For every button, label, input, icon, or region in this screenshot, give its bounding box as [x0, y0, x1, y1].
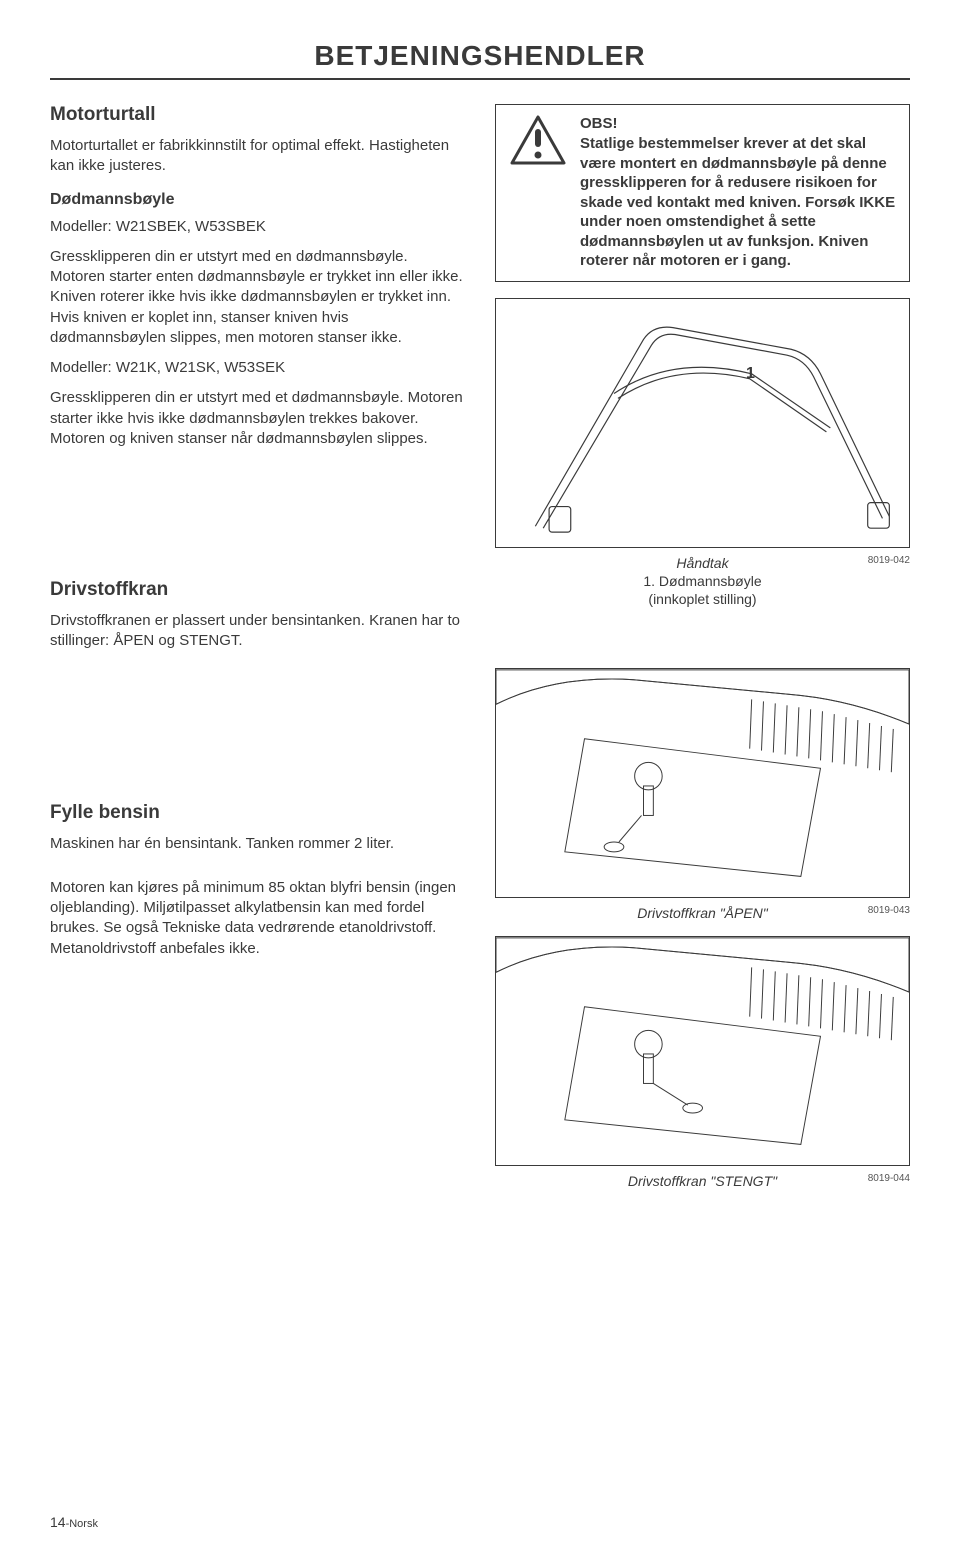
warning-body: Statlige bestemmelser krever at det skal… [580, 134, 897, 271]
figure-code-3: 8019-044 [868, 1172, 910, 1185]
heading-fylle-bensin: Fylle bensin [50, 802, 465, 824]
caption-item-1: 1. Dødmannsbøyle [495, 572, 910, 590]
page-title: BETJENINGSHENDLER [50, 40, 910, 72]
page-number: 14 [50, 1514, 66, 1530]
para-motorturtall: Motorturtallet er fabrikkinnstilt for op… [50, 136, 465, 177]
para-fylle-1: Maskinen har én bensintank. Tanken romme… [50, 834, 465, 854]
para-fylle-2: Motoren kan kjøres på minimum 85 oktan b… [50, 878, 465, 959]
left-column: Motorturtall Motorturtallet er fabrikkin… [50, 104, 465, 1190]
heading-motorturtall: Motorturtall [50, 104, 465, 126]
figure-code-2: 8019-043 [868, 904, 910, 917]
warning-box: OBS! Statlige bestemmelser krever at det… [495, 104, 910, 282]
heading-dodmannsboyle: Dødmannsbøyle [50, 191, 465, 209]
para-dodmann-1: Gressklipperen din er utstyrt med en død… [50, 247, 465, 348]
figure-code-1: 8019-042 [868, 554, 910, 567]
warning-icon [508, 115, 568, 271]
caption-handtak: Håndtak [495, 554, 910, 572]
para-dodmann-2: Gressklipperen din er utstyrt med et død… [50, 388, 465, 449]
right-column: OBS! Statlige bestemmelser krever at det… [495, 104, 910, 1190]
caption-open: Drivstoffkran "ÅPEN" [637, 904, 768, 922]
title-rule [50, 78, 910, 80]
figure-valve-open [495, 668, 910, 898]
warning-text: OBS! Statlige bestemmelser krever at det… [580, 115, 897, 271]
models-line-2: Modeller: W21K, W21SK, W53SEK [50, 358, 465, 378]
heading-drivstoffkran: Drivstoffkran [50, 579, 465, 601]
figure-callout-1: 1 [746, 365, 755, 383]
figure-handle: 1 [495, 298, 910, 548]
caption-sub-1: (innkoplet stilling) [495, 590, 910, 608]
page-lang: -Norsk [66, 1518, 98, 1530]
two-column-layout: Motorturtall Motorturtallet er fabrikkin… [50, 104, 910, 1190]
figure-closed-caption: Drivstoffkran "STENGT" 8019-044 [495, 1172, 910, 1190]
figure-open-caption: Drivstoffkran "ÅPEN" 8019-043 [495, 904, 910, 922]
para-drivstoffkran: Drivstoffkranen er plassert under bensin… [50, 611, 465, 652]
figure-valve-closed [495, 936, 910, 1166]
warning-heading: OBS! [580, 115, 897, 132]
caption-closed: Drivstoffkran "STENGT" [628, 1172, 777, 1190]
models-line-1: Modeller: W21SBEK, W53SBEK [50, 217, 465, 237]
page-footer: 14-Norsk [50, 1514, 98, 1530]
figure-handle-caption: 8019-042 Håndtak 1. Dødmannsbøyle (innko… [495, 554, 910, 609]
